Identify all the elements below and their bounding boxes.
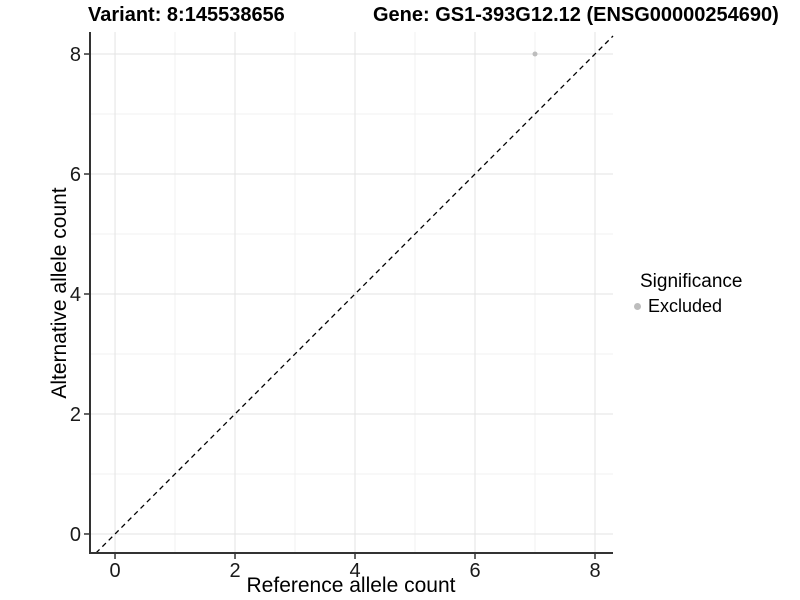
x-tick-label: 8 — [589, 560, 600, 582]
legend-item-label: Excluded — [648, 296, 723, 316]
y-tick-label: 0 — [70, 524, 81, 546]
legend-key-dot-icon — [634, 303, 641, 310]
y-tick-label: 2 — [70, 404, 81, 426]
x-tick-label: 0 — [109, 560, 120, 582]
legend: Significance Excluded — [628, 272, 742, 317]
legend-title: Significance — [640, 271, 743, 292]
plot-title-gene: Gene: GS1-393G12.12 (ENSG00000254690) — [373, 4, 779, 26]
plot-title-variant: Variant: 8:145538656 — [88, 4, 285, 26]
legend-item-excluded: Excluded — [628, 296, 742, 317]
data-point — [532, 51, 538, 57]
x-tick-label: 2 — [229, 560, 240, 582]
x-tick-label: 6 — [469, 560, 480, 582]
y-tick-label: 8 — [70, 44, 81, 66]
y-axis-title: Alternative allele count — [48, 187, 71, 399]
y-tick-label: 4 — [70, 284, 81, 306]
identity-line — [95, 35, 614, 554]
y-tick-label: 6 — [70, 164, 81, 186]
x-tick-label: 4 — [349, 560, 360, 582]
x-axis-title: Reference allele count — [246, 574, 456, 597]
